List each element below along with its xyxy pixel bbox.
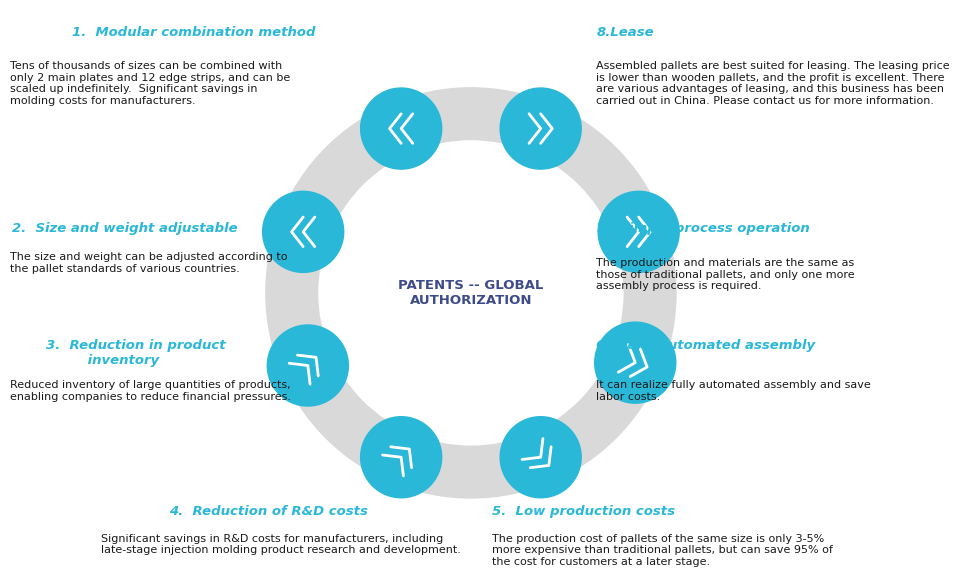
Text: 5.  Low production costs: 5. Low production costs xyxy=(492,505,676,517)
Circle shape xyxy=(500,416,581,498)
Circle shape xyxy=(267,325,348,406)
Circle shape xyxy=(598,191,679,273)
Circle shape xyxy=(262,191,344,273)
Text: Tens of thousands of sizes can be combined with
only 2 main plates and 12 edge s: Tens of thousands of sizes can be combin… xyxy=(10,61,289,106)
Text: The production and materials are the same as
those of traditional pallets, and o: The production and materials are the sam… xyxy=(596,258,855,291)
Text: 8.Lease: 8.Lease xyxy=(596,26,654,39)
Text: 6.  Fully automated assembly: 6. Fully automated assembly xyxy=(596,339,815,352)
Circle shape xyxy=(594,322,675,403)
Text: 7.  Simple process operation: 7. Simple process operation xyxy=(596,222,811,235)
Text: Reduced inventory of large quantities of products,
enabling companies to reduce : Reduced inventory of large quantities of… xyxy=(10,380,290,401)
Text: PATENTS -- GLOBAL
AUTHORIZATION: PATENTS -- GLOBAL AUTHORIZATION xyxy=(399,279,543,307)
Text: The production cost of pallets of the same size is only 3-5%
more expensive than: The production cost of pallets of the sa… xyxy=(492,534,833,567)
Text: Significant savings in R&D costs for manufacturers, including
late-stage injecti: Significant savings in R&D costs for man… xyxy=(101,534,461,555)
Circle shape xyxy=(266,88,676,498)
Text: 1.  Modular combination method: 1. Modular combination method xyxy=(72,26,316,39)
Text: The size and weight can be adjusted according to
the pallet standards of various: The size and weight can be adjusted acco… xyxy=(10,252,288,274)
Text: Assembled pallets are best suited for leasing. The leasing price
is lower than w: Assembled pallets are best suited for le… xyxy=(596,61,950,106)
Circle shape xyxy=(500,88,581,169)
Circle shape xyxy=(318,141,623,445)
Circle shape xyxy=(361,416,442,498)
Circle shape xyxy=(361,88,442,169)
Text: 2.  Size and weight adjustable: 2. Size and weight adjustable xyxy=(12,222,237,235)
Text: It can realize fully automated assembly and save
labor costs.: It can realize fully automated assembly … xyxy=(596,380,871,401)
Text: 4.  Reduction of R&D costs: 4. Reduction of R&D costs xyxy=(169,505,368,517)
Text: 3.  Reduction in product
         inventory: 3. Reduction in product inventory xyxy=(46,339,226,367)
